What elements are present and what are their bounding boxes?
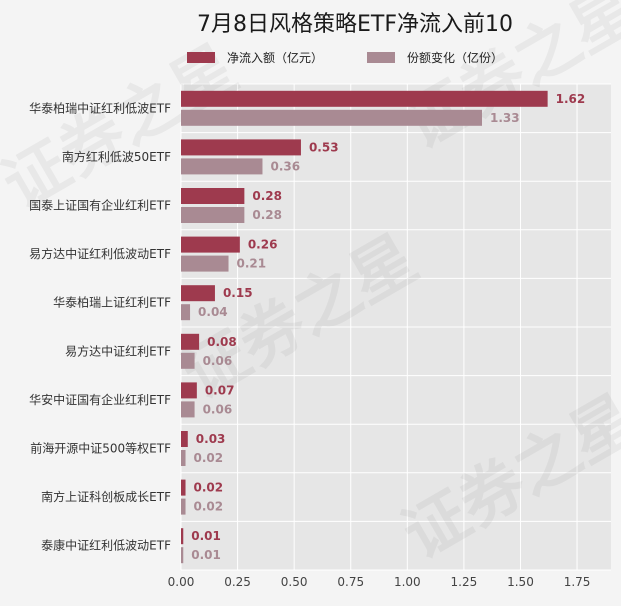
data-label: 0.06 [203, 354, 233, 368]
x-tick-label: 1.25 [451, 575, 478, 589]
category-label: 易方达中证红利低波动ETF [29, 246, 171, 261]
bar-share-change [181, 401, 195, 418]
category-label: 华安中证国有企业红利ETF [29, 392, 171, 407]
x-tick-label: 1.00 [394, 575, 421, 589]
bars-layer [181, 90, 548, 564]
bar-share-change [181, 304, 191, 321]
x-tick-label: 0.00 [168, 575, 195, 589]
category-label: 泰康中证红利低波动ETF [41, 538, 171, 553]
data-label: 0.15 [223, 286, 253, 300]
data-label: 0.28 [252, 208, 282, 222]
data-label: 0.02 [194, 500, 224, 514]
data-label: 1.33 [490, 111, 520, 125]
legend: 净流入额（亿元） 份额变化（亿份） [187, 50, 503, 65]
data-label: 0.06 [203, 402, 233, 416]
x-tick-label: 0.75 [337, 575, 364, 589]
data-label: 0.36 [270, 159, 300, 173]
bar-net-inflow [181, 236, 240, 253]
legend-swatch [187, 52, 215, 63]
legend-swatch [367, 52, 395, 63]
chart-title: 7月8日风格策略ETF净流入前10 [197, 12, 513, 37]
bar-net-inflow [181, 431, 188, 447]
data-label: 0.03 [196, 432, 226, 446]
category-label: 华泰柏瑞中证红利低波ETF [29, 100, 171, 115]
bar-share-change [181, 158, 263, 175]
data-label: 0.04 [198, 305, 228, 319]
data-label: 0.01 [191, 529, 221, 543]
category-label: 前海开源中证500等权ETF [30, 441, 171, 456]
grid-layer [180, 83, 611, 571]
bar-share-change [181, 547, 184, 564]
data-label: 0.02 [194, 451, 224, 465]
category-label: 易方达中证红利ETF [65, 343, 171, 358]
bar-net-inflow [181, 479, 186, 496]
bar-net-inflow [181, 188, 245, 204]
bar-net-inflow [181, 528, 184, 545]
category-label: 南方红利低波50ETF [62, 149, 171, 164]
bar-net-inflow [181, 285, 215, 302]
bar-share-change [181, 352, 195, 369]
bar-share-change [181, 255, 229, 272]
data-label: 0.08 [207, 335, 237, 349]
bar-net-inflow [181, 382, 197, 399]
data-label: 0.53 [309, 140, 339, 154]
bar-share-change [181, 207, 245, 223]
labels-layer: 0.00 0.25 0.50 0.75 1.00 1.25 1.50 1.75 华泰柏瑞中证红利… [29, 92, 590, 589]
x-tick-label: 1.75 [564, 575, 591, 589]
data-label: 0.26 [248, 238, 278, 252]
x-tick-label: 0.50 [281, 575, 308, 589]
data-label: 0.01 [191, 548, 221, 562]
legend-label: 份额变化（亿份） [407, 50, 503, 65]
data-label: 0.02 [194, 481, 224, 495]
data-label: 1.62 [556, 92, 586, 106]
bar-net-inflow [181, 139, 301, 156]
category-label: 南方上证科创板成长ETF [41, 489, 171, 504]
bar-share-change [181, 109, 482, 126]
x-tick-label: 1.50 [507, 575, 534, 589]
bar-net-inflow [181, 90, 548, 107]
data-label: 0.07 [205, 383, 235, 397]
legend-label: 净流入额（亿元） [227, 50, 323, 65]
bar-share-change [181, 498, 186, 515]
data-label: 0.21 [237, 257, 267, 271]
bar-share-change [181, 450, 186, 466]
category-label: 华泰柏瑞上证红利ETF [53, 295, 171, 310]
x-tick-label: 0.25 [224, 575, 251, 589]
data-label: 0.28 [252, 189, 282, 203]
bar-net-inflow [181, 333, 200, 350]
category-label: 国泰上证国有企业红利ETF [29, 198, 171, 213]
